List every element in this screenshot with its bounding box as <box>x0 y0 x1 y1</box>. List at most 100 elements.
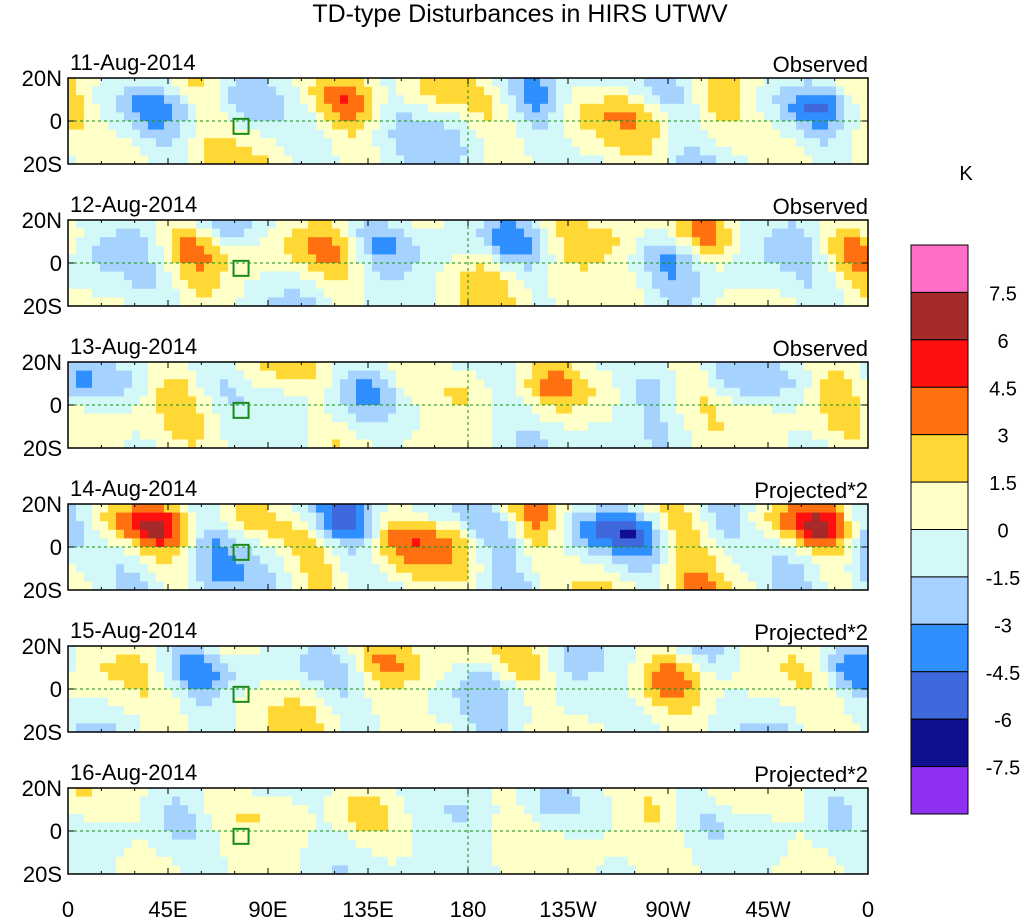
field-cell <box>628 254 637 264</box>
field-cell <box>148 228 157 238</box>
field-cell <box>652 103 661 113</box>
field-cell <box>724 572 733 582</box>
field-cell <box>100 155 109 165</box>
field-cell <box>148 538 157 548</box>
field-cell <box>180 422 189 432</box>
field-cell <box>532 228 541 238</box>
field-cell <box>652 555 661 565</box>
field-cell <box>660 413 669 423</box>
field-cell <box>708 689 717 699</box>
field-cell <box>772 439 781 449</box>
field-cell <box>500 237 509 247</box>
field-cell <box>572 387 581 397</box>
field-cell <box>484 581 493 591</box>
field-cell <box>708 288 717 298</box>
field-cell <box>628 646 637 656</box>
field-cell <box>716 297 725 307</box>
field-cell <box>388 288 397 298</box>
field-cell <box>332 504 341 514</box>
field-cell <box>324 697 333 707</box>
field-cell <box>348 263 357 273</box>
field-cell <box>348 512 357 522</box>
field-cell <box>156 555 165 565</box>
field-cell <box>180 405 189 415</box>
field-cell <box>116 430 125 440</box>
field-cell <box>92 370 101 380</box>
field-cell <box>692 228 701 238</box>
field-cell <box>588 555 597 565</box>
field-cell <box>860 387 869 397</box>
field-cell <box>628 555 637 565</box>
field-cell <box>780 121 789 131</box>
field-cell <box>516 564 525 574</box>
field-cell <box>268 529 277 539</box>
field-cell <box>596 280 605 290</box>
field-cell <box>428 430 437 440</box>
field-cell <box>604 422 613 432</box>
field-cell <box>164 430 173 440</box>
field-cell <box>388 245 397 255</box>
field-cell <box>684 430 693 440</box>
field-cell <box>724 228 733 238</box>
field-cell <box>468 529 477 539</box>
field-cell <box>188 547 197 557</box>
field-cell <box>204 581 213 591</box>
field-cell <box>292 129 301 139</box>
field-cell <box>388 237 397 247</box>
field-cell <box>204 362 213 372</box>
field-cell <box>348 581 357 591</box>
field-cell <box>604 379 613 389</box>
field-cell <box>492 138 501 148</box>
field-cell <box>404 504 413 514</box>
field-cell <box>772 86 781 96</box>
field-cell <box>540 564 549 574</box>
field-cell <box>260 228 269 238</box>
field-cell <box>276 706 285 716</box>
field-cell <box>228 663 237 673</box>
field-cell <box>620 555 629 565</box>
field-cell <box>364 387 373 397</box>
field-cell <box>156 146 165 156</box>
field-cell <box>276 263 285 273</box>
field-cell <box>188 138 197 148</box>
field-cell <box>780 663 789 673</box>
field-cell <box>708 512 717 522</box>
field-cell <box>460 555 469 565</box>
field-cell <box>300 254 309 264</box>
field-cell <box>372 112 381 122</box>
field-cell <box>100 103 109 113</box>
field-cell <box>692 245 701 255</box>
field-cell <box>780 529 789 539</box>
field-cell <box>180 654 189 664</box>
field-cell <box>828 654 837 664</box>
field-cell <box>220 555 229 565</box>
field-cell <box>308 129 317 139</box>
field-cell <box>180 538 189 548</box>
field-cell <box>500 697 509 707</box>
field-cell <box>220 529 229 539</box>
field-cell <box>116 95 125 105</box>
field-cell <box>404 439 413 449</box>
field-cell <box>804 572 813 582</box>
field-cell <box>476 103 485 113</box>
field-cell <box>740 671 749 681</box>
field-cell <box>540 155 549 165</box>
field-cell <box>268 646 277 656</box>
field-cell <box>748 86 757 96</box>
field-cell <box>276 362 285 372</box>
field-cell <box>204 680 213 690</box>
field-cell <box>756 396 765 406</box>
field-cell <box>196 581 205 591</box>
field-cell <box>804 95 813 105</box>
field-cell <box>724 121 733 131</box>
field-cell <box>340 572 349 582</box>
field-cell <box>684 521 693 531</box>
field-cell <box>132 86 141 96</box>
field-cell <box>180 362 189 372</box>
field-cell <box>180 370 189 380</box>
field-cell <box>756 254 765 264</box>
field-cell <box>356 121 365 131</box>
field-cell <box>436 671 445 681</box>
field-cell <box>132 439 141 449</box>
field-cell <box>92 439 101 449</box>
